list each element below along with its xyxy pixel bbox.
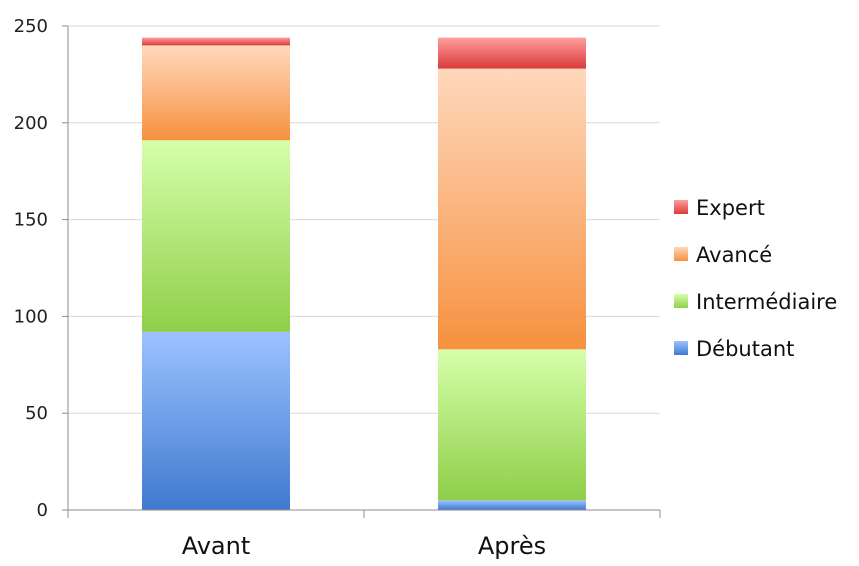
legend-swatch-expert [674,200,688,214]
legend-label-debutant: Débutant [696,337,794,361]
legend-label-intermediaire: Intermédiaire [696,290,837,314]
y-tick-label: 100 [14,306,48,327]
bars-layer [142,37,586,510]
legend-label-expert: Expert [696,196,765,220]
legend-swatch-intermediaire [674,294,688,308]
legend: Expert Avancé Intermédiaire Débutant [674,196,837,361]
legend-swatch-avance [674,247,688,261]
bar-apres-avance [438,68,586,350]
y-tick-label: 200 [14,113,48,134]
bar-apres-debutant [438,500,586,510]
axis-layer: 0 50 100 150 200 250 Avant Après [14,16,661,560]
bar-avant-debutant [142,331,290,510]
bar-avant-expert [142,37,290,46]
y-tick-label: 50 [25,403,48,424]
legend-swatch-debutant [674,341,688,355]
bar-apres-expert [438,37,586,69]
x-tick-label-avant: Avant [182,532,251,560]
legend-item-intermediaire: Intermédiaire [674,290,837,314]
legend-item-debutant: Débutant [674,337,794,361]
legend-item-expert: Expert [674,196,765,220]
legend-item-avance: Avancé [674,243,772,267]
bar-avant-intermediaire [142,140,290,332]
bar-avant-avance [142,45,290,141]
bar-apres-intermediaire [438,349,586,501]
y-tick-label: 0 [37,500,48,521]
x-tick-label-apres: Après [478,532,546,560]
y-tick-label: 150 [14,210,48,231]
legend-label-avance: Avancé [696,243,772,267]
y-tick-label: 250 [14,16,48,37]
